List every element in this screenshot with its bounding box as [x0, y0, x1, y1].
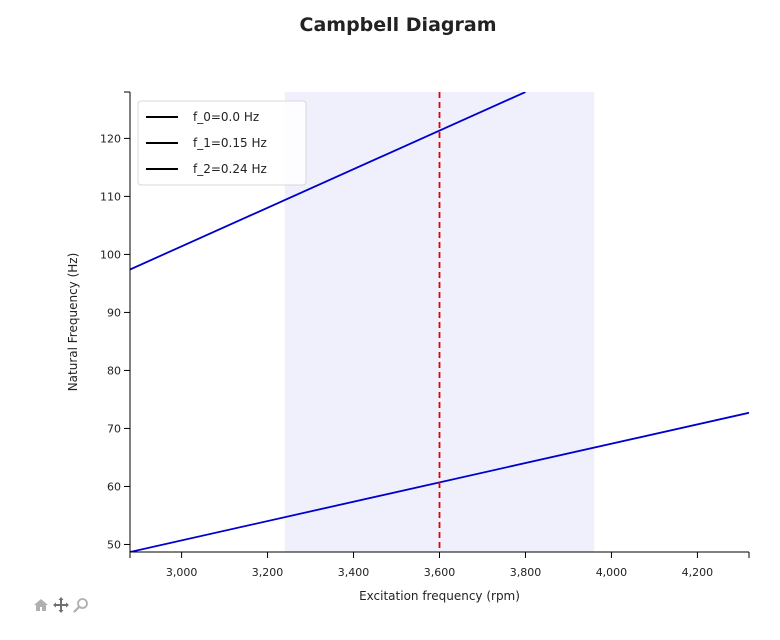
- pan-icon[interactable]: [52, 596, 70, 614]
- home-icon[interactable]: [32, 596, 50, 614]
- series-line-1: [130, 92, 526, 271]
- zoom-icon[interactable]: [72, 596, 90, 614]
- axes-layer: 3,000 3,200 3,400 3,600 3,800 4,000 4,200 50 60 7…: [66, 91, 750, 603]
- plot-toolbar: [32, 596, 90, 614]
- x-tick-label: 3,400: [338, 566, 370, 579]
- y-tick-label: 100: [100, 248, 121, 261]
- x-tick-label: 3,000: [166, 566, 198, 579]
- y-tick-label: 80: [107, 364, 121, 377]
- legend-label-2: f_2=0.24 Hz: [193, 162, 267, 176]
- y-tick-label: 110: [100, 190, 121, 203]
- chart-title: Campbell Diagram: [299, 14, 497, 36]
- y-tick-label: 50: [107, 538, 121, 551]
- y-tick-label: 120: [100, 132, 121, 145]
- x-tick-label: 3,800: [510, 566, 542, 579]
- x-tick-label: 4,200: [682, 566, 714, 579]
- x-axis-label: Excitation frequency (rpm): [359, 589, 520, 603]
- y-tick-label: 70: [107, 422, 121, 435]
- y-tick-label: 90: [107, 306, 121, 319]
- y-axis-label: Natural Frequency (Hz): [66, 253, 80, 392]
- x-tick-label: 3,600: [424, 566, 456, 579]
- legend-box: [137, 100, 307, 186]
- y-tick-label: 60: [107, 480, 121, 493]
- x-tick-label: 3,200: [252, 566, 284, 579]
- legend-label-1: f_1=0.15 Hz: [193, 136, 267, 150]
- legend-label-0: f_0=0.0 Hz: [193, 110, 259, 124]
- x-tick-label: 4,000: [596, 566, 628, 579]
- legend: f_0=0.0 Hz f_1=0.15 Hz f_2=0.24 Hz: [137, 100, 307, 186]
